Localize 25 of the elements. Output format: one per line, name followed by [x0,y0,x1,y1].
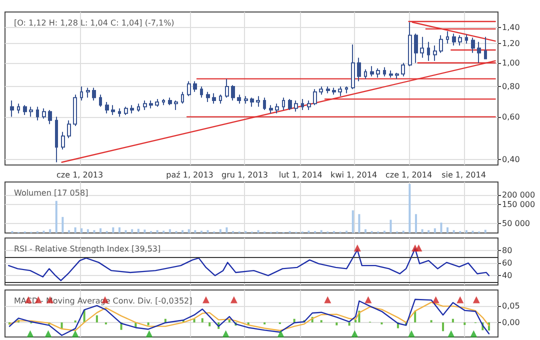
x-tick-label: cze 1, 2013 [56,170,104,180]
x-tick-label: gru 1, 2013 [221,170,268,180]
text: MACD - Moving Average Conv. Div. [-0,0352] [14,296,192,306]
y-tick-label: 0,80 [502,82,520,91]
y-tick-label: 1,00 [502,58,520,68]
y-tick-label: 80 [502,246,512,256]
y-tick-label: 40 [502,271,512,280]
x-tick-label: lut 1, 2014 [278,170,322,180]
y-tick-label: 1,40 [502,22,520,32]
x-tick-label: paź 1, 2013 [166,170,214,180]
y-tick-label: 0,05 [502,302,520,311]
y-tick-label: 0,00 [502,318,520,327]
y-tick-label: 1,20 [502,39,520,48]
y-tick-label: 0,60 [502,112,520,122]
y-tick-label: 0,40 [502,155,520,164]
y-tick-label: 150 000 [502,200,536,210]
x-tick-label: kwi 1, 2014 [330,170,378,180]
x-tick-label: cze 1, 2014 [385,170,432,180]
y-tick-label: 50 000 [502,219,530,228]
y-tick-label: 200 000 [502,190,536,200]
text: Wolumen [17 058] [14,188,88,198]
text: [O: 1,12 H: 1,28 L: 1,04 C: 1,04] (-7,1%) [14,18,174,28]
text: RSI - Relative Strength Index [39,53] [14,244,161,254]
x-tick-label: sie 1, 2014 [442,170,486,180]
y-tick-label: 60 [502,258,512,268]
